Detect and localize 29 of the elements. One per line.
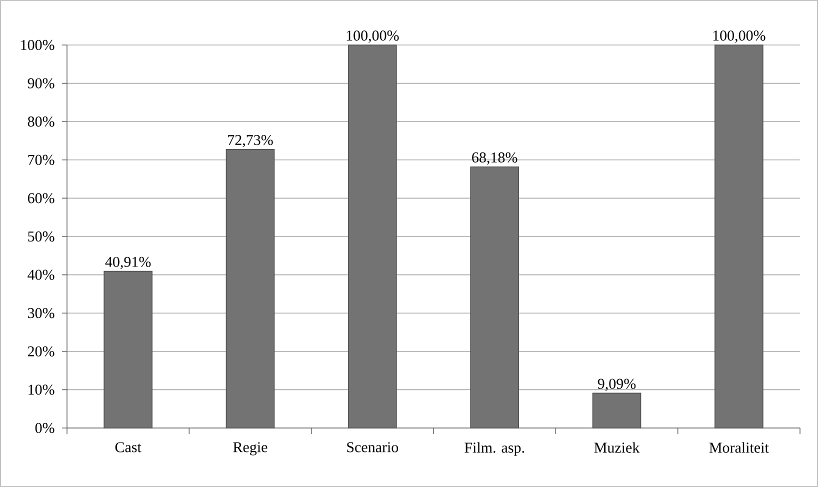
y-tick-label: 90% — [28, 78, 54, 88]
x-tick-label: Regie — [233, 442, 268, 456]
y-tick-label: 50% — [28, 231, 54, 242]
data-label: 68,18% — [472, 152, 518, 165]
data-label: 100,00% — [713, 30, 766, 43]
y-tick-label: 40% — [28, 270, 54, 280]
bar — [348, 44, 397, 428]
y-tick-label: 100% — [21, 40, 54, 50]
bar — [714, 44, 764, 428]
y-tick-label: 30% — [28, 308, 54, 318]
data-label: 40,91% — [105, 256, 151, 270]
y-tick-label: 70% — [28, 154, 54, 165]
x-tick-label: Film. asp. — [464, 442, 524, 456]
y-tick-label: 20% — [28, 346, 54, 356]
x-tick-label: Scenario — [347, 442, 398, 452]
y-tick-label: 10% — [28, 384, 54, 395]
data-label: 9,09% — [598, 378, 636, 391]
data-label: 72,73% — [228, 134, 273, 148]
x-tick-label: Cast — [115, 442, 142, 452]
x-tick-label: Moraliteit — [709, 442, 769, 453]
bar — [470, 166, 519, 428]
data-label: 100,00% — [346, 30, 399, 43]
bar — [592, 392, 642, 428]
x-tick-label: Muziek — [594, 442, 640, 453]
bar — [226, 149, 275, 428]
y-tick-label: 0% — [35, 422, 54, 434]
y-tick-label: 60% — [28, 193, 54, 204]
bar — [104, 270, 152, 428]
y-tick-label: 80% — [28, 116, 54, 127]
